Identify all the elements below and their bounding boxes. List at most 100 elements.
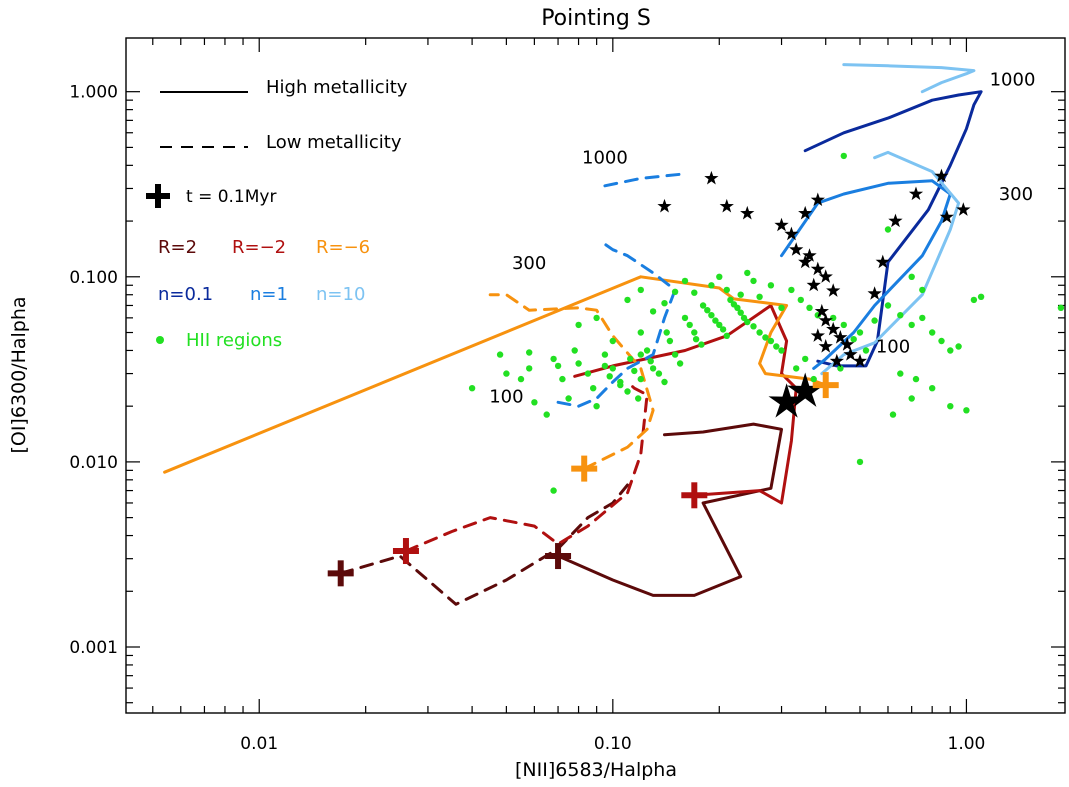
hii-region-point [716,273,723,280]
big-star-marker [768,383,805,418]
x-tick-label: 0.01 [240,734,278,754]
hii-region-point [565,395,572,402]
curve-low-R-2 [339,483,629,606]
hii-region-point [938,337,945,345]
star-marker [810,192,825,206]
y-tick-label: 0.010 [69,453,118,473]
hii-region-point [750,323,757,330]
hii-region-point [884,226,892,233]
star-marker [826,283,841,297]
legend-r-neg6: R=−6 [316,237,370,258]
hii-region-point [723,286,730,294]
hii-region-point [643,347,651,354]
hii-region-point [601,362,609,370]
chart-title: Pointing S [541,6,651,31]
star-marker [818,313,833,327]
star-marker [875,254,890,269]
hii-region-point [624,388,631,395]
y-axis-label: [OI]6300/Halpha [8,296,30,453]
curve-high-n-10 [820,150,961,376]
hii-region-point [698,341,705,348]
curve-annotation: 300 [512,253,546,274]
hii-region-point [681,277,689,285]
hii-region-point [699,302,707,309]
star-marker [829,353,844,368]
hii-region-point [691,289,698,296]
star-marker [818,339,833,353]
hii-region-point [637,375,644,383]
hii-region-point [750,277,757,285]
curve-low-R-2 [404,380,649,553]
hii-region-point [503,370,510,377]
hii-region-point [737,291,744,298]
hii-region-point [837,365,844,372]
hii-region-point [550,487,557,494]
hii-region-point [704,307,711,314]
hii-region-point [778,304,785,311]
start-marker [392,538,419,565]
x-tick-label: 1.00 [948,734,986,754]
hii-region-point [810,375,817,383]
curve-high-R-6 [163,275,828,474]
hii-region-point [601,351,609,358]
legend-low-label: Low metallicity [266,132,402,153]
axis-ticks: 0.01 0.10 1.00 0.001 0.010 0.100 1.000 [69,38,1065,754]
star-marker [798,205,813,220]
star-marker [888,213,903,228]
star-marker [843,347,858,361]
hii-region-point [884,302,892,309]
star-marker [833,330,848,344]
hii-region-point [647,358,654,365]
y-tick-label: 1.000 [69,83,118,103]
star-marker [934,168,949,183]
star-marker [774,217,789,232]
hii-region-point [773,343,780,350]
star-marker [740,205,755,220]
curve-high-R-2 [573,304,798,505]
legend: High metallicity Low metallicity t = 0.1… [146,77,408,351]
hii-region-point [727,296,734,304]
hii-region-point [531,399,538,406]
hii-region-point [526,349,533,356]
hii-region-point [778,347,785,354]
curve-annotation: 300 [999,184,1033,205]
curve-annotation: 1000 [990,69,1036,90]
hii-region-point [788,286,795,294]
hii-region-point [661,378,668,386]
hii-region-point [606,373,613,380]
hii-region-point [947,403,954,410]
hii-region-point [977,293,985,300]
hii-region-point [617,381,624,389]
star-marker [810,328,825,342]
curve-annotation: 1000 [582,147,628,168]
hii-region-points [468,152,1065,494]
hii-region-point [671,351,679,358]
hii-region-point [734,304,741,311]
hii-region-point [955,343,962,350]
hii-region-point [624,296,631,304]
hii-region-point [840,321,847,329]
legend-hii-dot [156,336,164,344]
curve-annotation: 100 [489,386,523,407]
star-marker [867,286,882,300]
x-axis-label: [NII]6583/Halpha [515,759,677,781]
hii-region-point [856,329,864,336]
hii-region-point [663,329,670,336]
hii-region-point [666,337,674,345]
legend-r-2: R=2 [158,237,197,258]
curve-low-n-1-upper [603,172,687,188]
hii-region-point [912,375,920,383]
legend-n-10: n=10 [316,284,365,305]
curve-low-n-1 [556,242,677,408]
hii-region-point [767,337,775,345]
star-marker [826,321,841,336]
hii-region-point [468,385,476,392]
hii-region-point [830,314,837,322]
hii-region-point [856,458,864,466]
star-marker [657,198,672,213]
star-marker [939,209,954,224]
star-marker [784,226,799,241]
hii-region-point [889,411,897,418]
star-marker [719,198,734,213]
